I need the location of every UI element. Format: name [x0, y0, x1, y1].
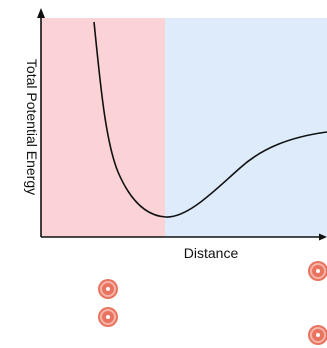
repulsion-region — [41, 18, 165, 237]
y-axis-arrow-icon — [37, 8, 45, 18]
atom — [308, 325, 327, 345]
atom — [308, 261, 327, 281]
atom — [98, 279, 118, 299]
attraction-region — [165, 18, 327, 237]
atom — [98, 307, 118, 327]
x-axis-label: Distance — [184, 245, 239, 261]
y-axis-label: Total Potential Energy — [24, 59, 40, 195]
x-axis-arrow-icon — [319, 233, 327, 241]
potential-energy-curve — [93, 21, 327, 218]
